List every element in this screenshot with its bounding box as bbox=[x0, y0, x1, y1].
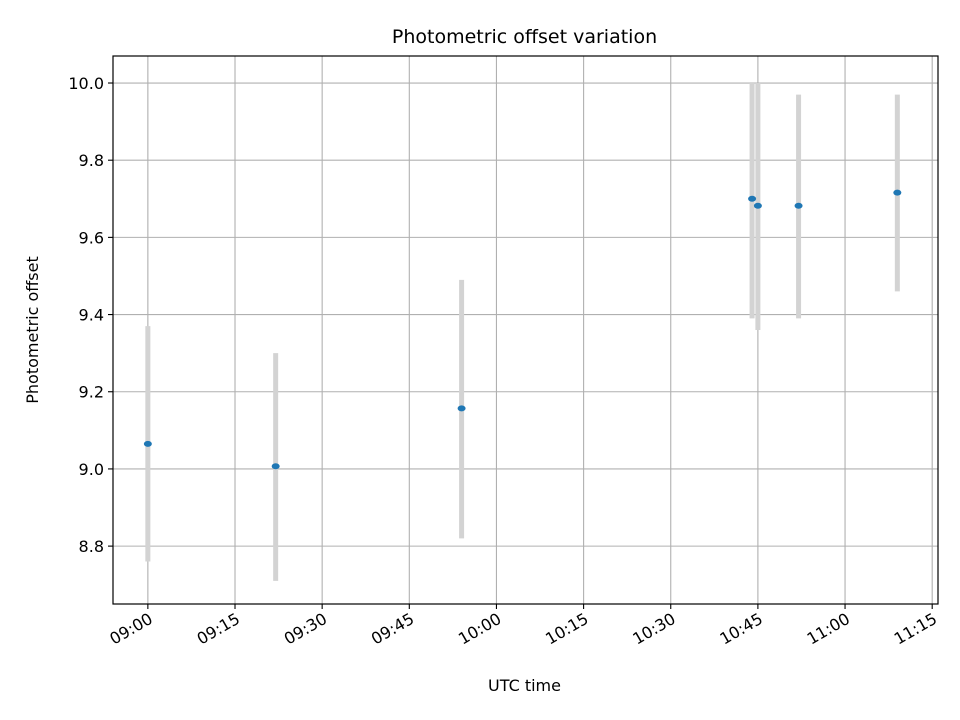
data-points bbox=[143, 189, 902, 470]
y-tick-label: 9.0 bbox=[79, 460, 104, 479]
y-tick-label: 9.4 bbox=[79, 306, 104, 325]
x-tick-label: 09:45 bbox=[368, 609, 417, 649]
x-tick-label: 11:00 bbox=[804, 609, 853, 649]
data-point bbox=[748, 195, 757, 202]
chart-title: Photometric offset variation bbox=[392, 26, 657, 48]
data-point bbox=[794, 202, 803, 209]
grid bbox=[113, 56, 938, 604]
x-tick-label: 09:30 bbox=[281, 609, 330, 649]
x-axis-ticks: 09:00 09:15 09:30 09:45 10:00 10:15 10:30 10:45… bbox=[106, 604, 940, 649]
y-axis-title: Photometric offset bbox=[23, 256, 42, 404]
x-tick-label: 10:45 bbox=[716, 609, 765, 649]
y-tick-label: 9.8 bbox=[79, 151, 104, 170]
x-tick-label: 10:30 bbox=[629, 609, 678, 649]
data-point bbox=[753, 202, 762, 209]
y-tick-label: 10.0 bbox=[68, 74, 104, 93]
x-tick-label: 09:15 bbox=[194, 609, 243, 649]
data-point bbox=[143, 440, 152, 447]
errorbars bbox=[145, 83, 900, 581]
y-tick-label: 9.6 bbox=[79, 228, 104, 247]
y-tick-label: 8.8 bbox=[79, 537, 104, 556]
y-axis-ticks: 8.8 9.0 9.2 9.4 9.6 9.8 10.0 bbox=[68, 74, 113, 556]
x-tick-label: 10:15 bbox=[542, 609, 591, 649]
y-tick-label: 9.2 bbox=[79, 383, 104, 402]
x-tick-label: 11:15 bbox=[891, 609, 940, 649]
data-point bbox=[893, 189, 902, 196]
data-point bbox=[271, 463, 280, 470]
data-point bbox=[457, 405, 466, 412]
x-tick-label: 10:00 bbox=[455, 609, 504, 649]
plot-frame bbox=[112, 55, 939, 605]
x-axis-title: UTC time bbox=[488, 676, 561, 695]
x-tick-label: 09:00 bbox=[106, 609, 155, 649]
